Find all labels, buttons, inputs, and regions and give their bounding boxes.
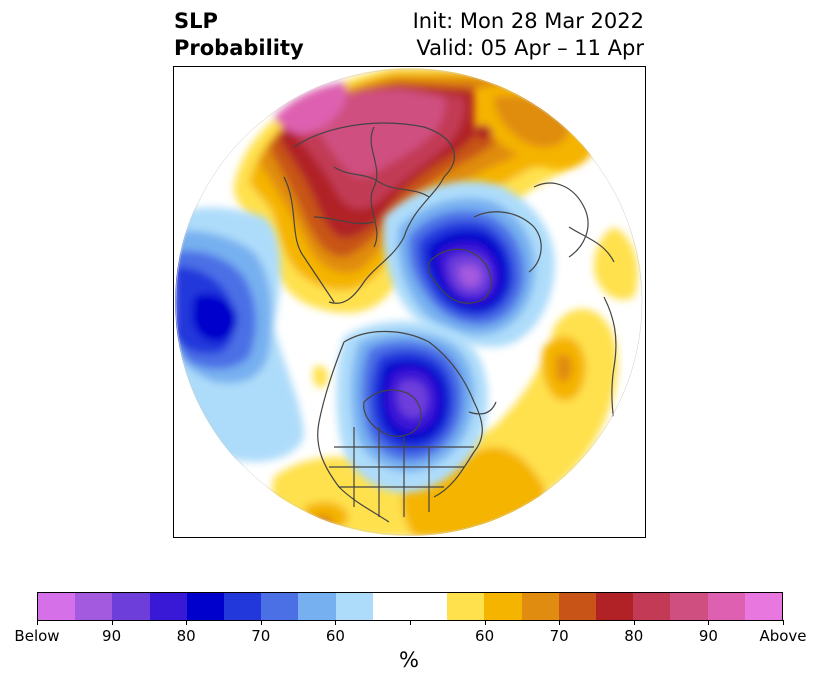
colorbar-swatch — [707, 593, 745, 620]
colorbar-swatch — [372, 593, 411, 620]
colorbar-swatch — [112, 593, 150, 620]
probability-shading — [175, 68, 643, 536]
colorbar-tick-label: 90 — [102, 627, 122, 645]
probability-map — [173, 66, 646, 538]
colorbar-swatch — [670, 593, 708, 620]
colorbar-swatch — [261, 593, 299, 620]
colorbar-unit: % — [399, 648, 419, 672]
init-date: Init: Mon 28 Mar 2022 — [412, 9, 644, 33]
colorbar — [37, 592, 783, 621]
below-normal-arctic — [383, 181, 555, 347]
colorbar-tick-label: 70 — [251, 627, 271, 645]
colorbar-tick — [559, 620, 561, 625]
below-normal-north-pacific — [175, 207, 304, 462]
colorbar-tick-label: 60 — [325, 627, 345, 645]
colorbar-tick — [708, 620, 710, 625]
colorbar-tick-label: 90 — [698, 627, 718, 645]
colorbar-swatch — [744, 593, 783, 620]
colorbar-swatch — [186, 593, 225, 620]
colorbar-tick — [410, 620, 411, 625]
colorbar-swatch — [447, 593, 485, 620]
colorbar-tick — [335, 620, 337, 625]
colorbar-tick-label: Above — [759, 627, 807, 645]
colorbar-tick — [186, 620, 188, 625]
colorbar-swatch — [596, 593, 634, 620]
map-title-right: Init: Mon 28 Mar 2022 Valid: 05 Apr – 11… — [413, 8, 644, 62]
map-canvas — [175, 68, 643, 536]
colorbar-swatch — [558, 593, 597, 620]
colorbar-tick-label: 80 — [624, 627, 644, 645]
colorbar-tick — [633, 620, 635, 625]
colorbar-swatch — [224, 593, 262, 620]
colorbar-swatch — [149, 593, 187, 620]
colorbar-swatch — [521, 593, 559, 620]
map-title-left: SLP Probability — [174, 8, 304, 62]
colorbar-swatch — [75, 593, 113, 620]
colorbar-tick-label: 80 — [176, 627, 196, 645]
colorbar-tick — [260, 620, 262, 625]
title-probability: Probability — [174, 36, 304, 60]
colorbar-swatch — [484, 593, 522, 620]
colorbar-swatch — [335, 593, 373, 620]
colorbar-tick — [484, 620, 486, 625]
colorbar-tick-label: 70 — [549, 627, 569, 645]
colorbar-swatch — [633, 593, 671, 620]
colorbar-tick — [783, 620, 784, 625]
colorbar-tick-label: 60 — [475, 627, 495, 645]
colorbar-swatch — [38, 593, 76, 620]
below-normal-central-north-america — [336, 321, 488, 493]
title-slp: SLP — [174, 9, 218, 33]
colorbar-tick — [111, 620, 113, 625]
valid-dates: Valid: 05 Apr – 11 Apr — [416, 36, 644, 60]
colorbar-tick-label: Below — [14, 627, 60, 645]
colorbar-tick — [37, 620, 38, 625]
colorbar-swatch — [410, 593, 448, 620]
colorbar-swatch — [298, 593, 336, 620]
